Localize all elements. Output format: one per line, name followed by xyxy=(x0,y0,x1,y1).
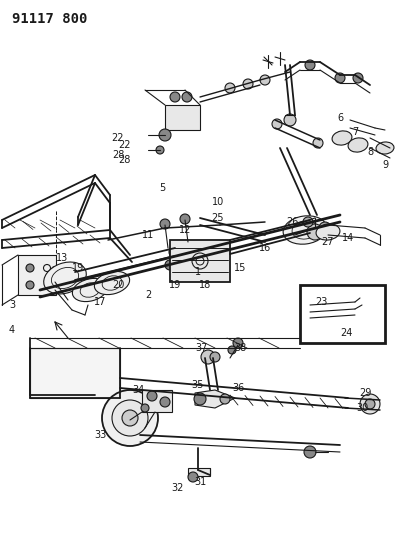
Circle shape xyxy=(284,114,296,126)
Text: 5: 5 xyxy=(159,183,165,193)
Text: 13: 13 xyxy=(56,253,68,263)
Text: 32: 32 xyxy=(172,483,184,493)
Text: 1: 1 xyxy=(195,267,201,277)
Circle shape xyxy=(210,352,220,362)
Text: 27: 27 xyxy=(322,237,334,247)
Text: 9: 9 xyxy=(382,160,388,170)
Circle shape xyxy=(260,75,270,85)
Circle shape xyxy=(243,79,253,89)
Text: 3: 3 xyxy=(9,300,15,310)
Text: 20: 20 xyxy=(112,280,124,290)
Circle shape xyxy=(170,92,180,102)
Circle shape xyxy=(272,119,282,129)
Text: 25: 25 xyxy=(212,213,224,223)
Polygon shape xyxy=(195,390,235,408)
Circle shape xyxy=(160,219,170,229)
Text: 30: 30 xyxy=(356,403,368,413)
Ellipse shape xyxy=(332,131,352,145)
Text: 12: 12 xyxy=(179,225,191,235)
Bar xyxy=(30,348,120,398)
Text: 91117 800: 91117 800 xyxy=(12,12,88,26)
Bar xyxy=(188,468,210,476)
Circle shape xyxy=(177,257,187,267)
Circle shape xyxy=(228,346,236,354)
Circle shape xyxy=(319,222,331,234)
Circle shape xyxy=(303,217,313,227)
Circle shape xyxy=(305,60,315,70)
Text: 15: 15 xyxy=(234,263,246,273)
Bar xyxy=(300,285,385,343)
Text: 38: 38 xyxy=(234,343,246,353)
Circle shape xyxy=(112,400,148,436)
Text: 4: 4 xyxy=(9,325,15,335)
Ellipse shape xyxy=(376,142,394,154)
Bar xyxy=(165,105,200,130)
Text: 36: 36 xyxy=(232,383,244,393)
Text: 19: 19 xyxy=(169,280,181,290)
Ellipse shape xyxy=(94,271,130,295)
Text: 29: 29 xyxy=(359,388,371,398)
Text: 17: 17 xyxy=(94,297,106,307)
Text: 34: 34 xyxy=(132,385,144,395)
Text: 28: 28 xyxy=(118,155,131,165)
Text: 16: 16 xyxy=(259,243,271,253)
Text: 28: 28 xyxy=(112,150,124,160)
Circle shape xyxy=(188,472,198,482)
Circle shape xyxy=(156,146,164,154)
Circle shape xyxy=(225,83,235,93)
Text: 7: 7 xyxy=(352,127,358,137)
Circle shape xyxy=(122,410,138,426)
Bar xyxy=(142,390,172,412)
Text: 24: 24 xyxy=(340,328,352,338)
Circle shape xyxy=(26,264,34,272)
Ellipse shape xyxy=(316,224,340,240)
Text: 22: 22 xyxy=(112,133,124,143)
Circle shape xyxy=(335,73,345,83)
Text: 23: 23 xyxy=(315,297,328,307)
Circle shape xyxy=(220,394,230,404)
Ellipse shape xyxy=(72,278,107,302)
Text: 2: 2 xyxy=(145,290,151,300)
Circle shape xyxy=(304,446,316,458)
Text: 14: 14 xyxy=(342,233,354,243)
Ellipse shape xyxy=(44,262,86,294)
Circle shape xyxy=(307,224,323,240)
Circle shape xyxy=(201,350,215,364)
Circle shape xyxy=(313,138,323,148)
Ellipse shape xyxy=(283,216,327,244)
Text: 6: 6 xyxy=(337,113,343,123)
Circle shape xyxy=(147,391,157,401)
Text: 31: 31 xyxy=(194,477,206,487)
Text: 22: 22 xyxy=(118,140,131,150)
Circle shape xyxy=(194,393,206,405)
Circle shape xyxy=(233,338,243,348)
Circle shape xyxy=(160,397,170,407)
Circle shape xyxy=(180,214,190,224)
Text: 11: 11 xyxy=(142,230,154,240)
Circle shape xyxy=(365,399,375,409)
Bar xyxy=(18,255,56,295)
Circle shape xyxy=(360,394,380,414)
Text: 18: 18 xyxy=(199,280,211,290)
Text: 33: 33 xyxy=(94,430,106,440)
Circle shape xyxy=(26,281,34,289)
Text: 10: 10 xyxy=(212,197,224,207)
Circle shape xyxy=(159,129,171,141)
Circle shape xyxy=(353,73,363,83)
Circle shape xyxy=(165,260,175,270)
Text: 35: 35 xyxy=(192,380,204,390)
Circle shape xyxy=(141,404,149,412)
Circle shape xyxy=(102,390,158,446)
Bar xyxy=(170,240,230,282)
Text: 19: 19 xyxy=(72,263,84,273)
Text: 26: 26 xyxy=(286,217,298,227)
Text: 8: 8 xyxy=(367,147,373,157)
Circle shape xyxy=(182,92,192,102)
Circle shape xyxy=(169,246,181,258)
Ellipse shape xyxy=(348,138,368,152)
Text: 37: 37 xyxy=(196,343,208,353)
